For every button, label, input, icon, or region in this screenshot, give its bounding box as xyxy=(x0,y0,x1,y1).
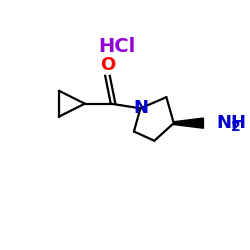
Polygon shape xyxy=(174,118,204,128)
Text: 2: 2 xyxy=(231,120,241,134)
Text: O: O xyxy=(100,56,115,74)
Text: N: N xyxy=(133,99,148,117)
Text: HCl: HCl xyxy=(98,37,136,56)
Text: NH: NH xyxy=(216,114,246,132)
